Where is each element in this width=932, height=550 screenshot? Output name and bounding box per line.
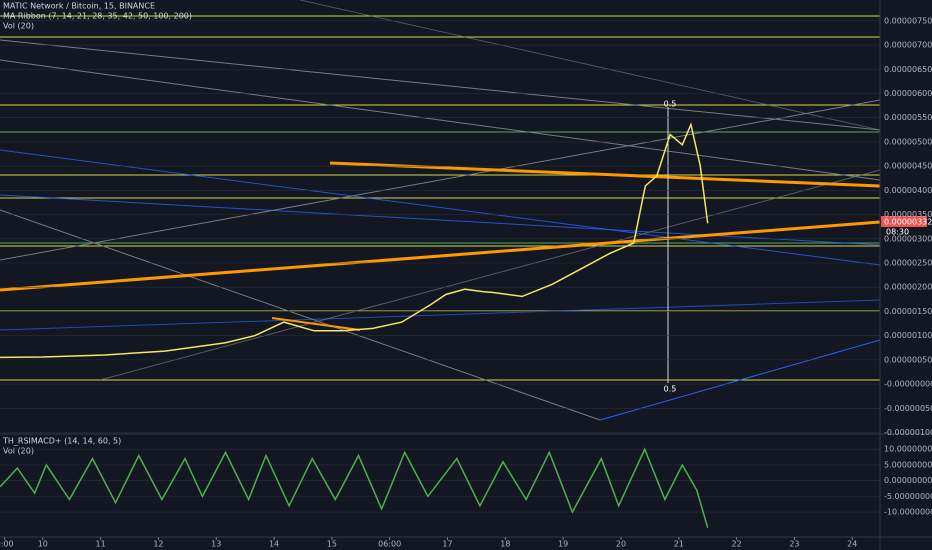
y-tick-label: 0.00000750 — [884, 16, 932, 25]
x-tick-label: 20 — [616, 540, 626, 549]
y-tick-label: -10.00000000 — [884, 508, 932, 517]
indicator-title: TH_RSIMACD+ (14, 14, 60, 5) — [2, 437, 121, 446]
indicator: Vol (20) — [3, 22, 34, 31]
y-tick-label: -0.00000050 — [884, 404, 932, 413]
y-tick-label: 0.00000550 — [884, 113, 932, 122]
y-tick-label: 0.00000200 — [884, 283, 932, 292]
y-tick-label: 0.00000000 — [884, 476, 932, 485]
y-tick-label: 0.00000650 — [884, 65, 932, 74]
y-tick-label: 0.00000450 — [884, 162, 932, 171]
y-tick-label: 0.00000250 — [884, 258, 932, 267]
x-tick-label: 13 — [211, 540, 221, 549]
x-tick-label: 12 — [153, 540, 163, 549]
indicator: Vol (20) — [3, 447, 34, 456]
price-line — [0, 122, 709, 359]
price-line — [0, 447, 709, 529]
x-tick-label: 06:00 — [378, 540, 401, 549]
y-tick-label: 10.00000000 — [884, 445, 932, 454]
annotation: 0.5 — [664, 385, 677, 394]
x-tick-label: 24 — [847, 540, 857, 549]
y-tick-label: -0.00000000 — [884, 380, 932, 389]
x-tick-label: 19 — [558, 540, 568, 549]
y-tick-label: 0.00000300 — [884, 234, 932, 243]
price-label-box — [881, 216, 927, 227]
y-tick-label: 0.00000100 — [884, 331, 932, 340]
y-tick-label: -0.00000100 — [884, 428, 932, 437]
countdown: 08:30 — [886, 228, 909, 237]
x-tick-label: 22 — [732, 540, 742, 549]
x-tick-label: 21 — [674, 540, 684, 549]
y-tick-label: 0.00000700 — [884, 41, 932, 50]
x-tick-label: 18 — [500, 540, 510, 549]
y-tick-label: 0.00000050 — [884, 355, 932, 364]
x-tick-label: 15 — [327, 540, 337, 549]
x-tick-label: 0:00 — [0, 540, 14, 549]
x-tick-label: 14 — [269, 540, 279, 549]
annotation: 0.5 — [664, 100, 677, 109]
x-tick-label: 23 — [789, 540, 799, 549]
y-tick-label: 5.00000000 — [884, 460, 932, 469]
y-tick-label: -5.00000000 — [884, 492, 932, 501]
y-tick-label: 0.00000350 — [884, 210, 932, 219]
y-tick-label: 0.00000500 — [884, 137, 932, 146]
x-tick-label: 11 — [96, 540, 106, 549]
chart-title: MATIC Network / Bitcoin, 15, BINANCE — [3, 2, 155, 11]
x-tick-label: 17 — [442, 540, 452, 549]
y-tick-label: 0.00000600 — [884, 89, 932, 98]
last-price: 0.00000332 — [884, 218, 932, 227]
y-tick-label: 0.00000400 — [884, 186, 932, 195]
x-tick-label: 10 — [38, 540, 48, 549]
indicator: MA Ribbon (7, 14, 21, 28, 35, 42, 50, 10… — [3, 12, 192, 21]
y-tick-label: 0.00000150 — [884, 307, 932, 316]
